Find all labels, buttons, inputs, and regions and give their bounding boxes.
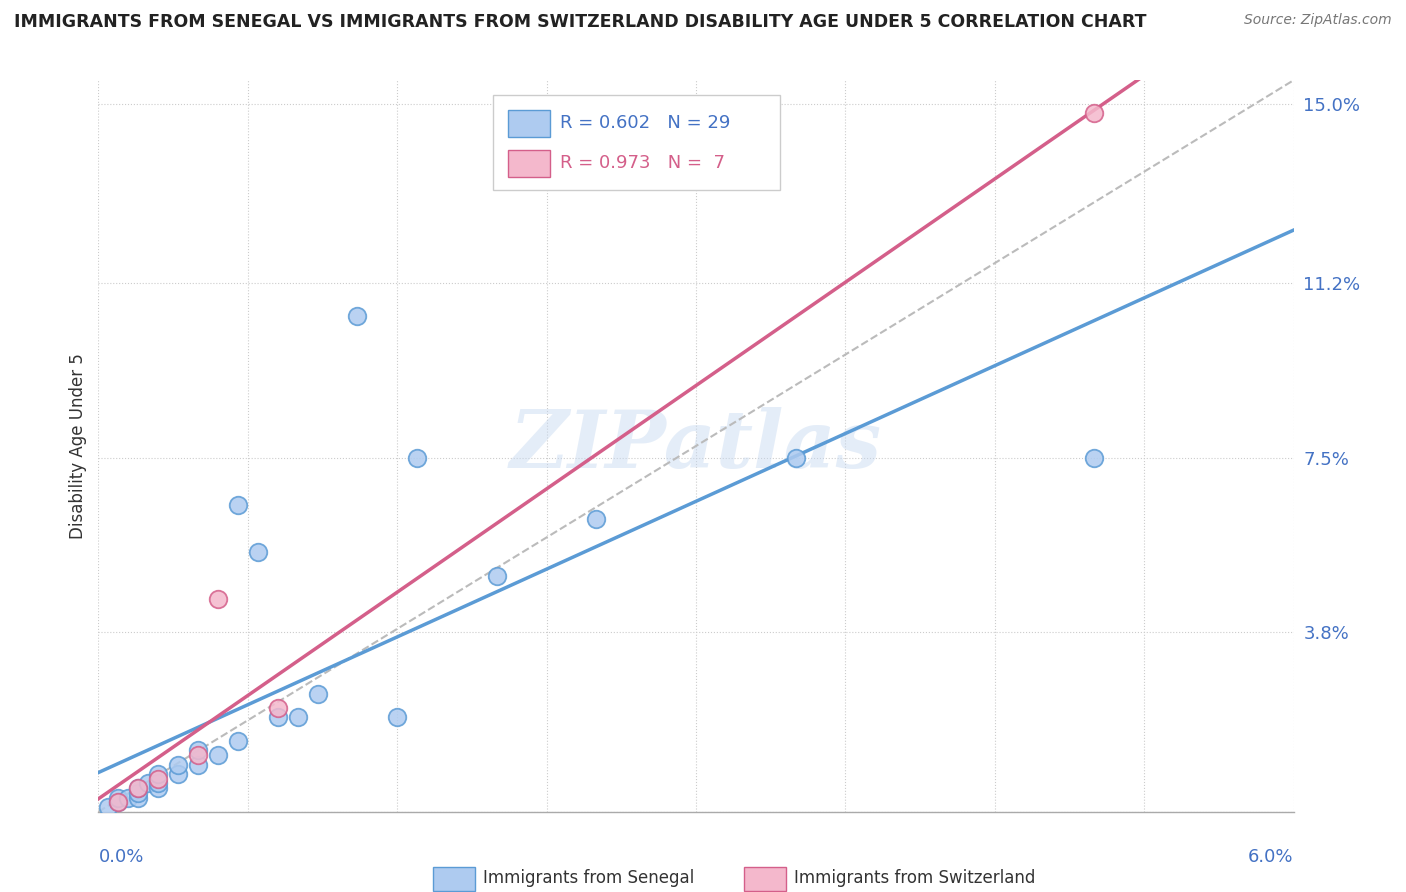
Point (267, 701, 290, 715)
Bar (509, 150, 550, 177)
Point (107, 790, 129, 805)
Text: Immigrants from Senegal: Immigrants from Senegal (484, 869, 695, 887)
Point (127, 781, 149, 796)
Point (127, 786, 149, 800)
Point (246, 545, 269, 559)
Point (406, 450, 429, 465)
Point (226, 734, 249, 748)
Point (485, 568, 508, 582)
Text: R = 0.973   N =  7: R = 0.973 N = 7 (560, 154, 724, 172)
Point (107, 795, 129, 809)
Point (187, 748, 209, 763)
Point (148, 776, 170, 790)
Point (287, 710, 309, 724)
Point (307, 687, 329, 701)
Text: 6.0%: 6.0% (1249, 848, 1294, 866)
Point (148, 772, 170, 786)
Bar (744, 867, 786, 891)
Point (1083, 450, 1105, 465)
Point (207, 592, 229, 607)
Point (267, 710, 290, 724)
Text: ZIPatlas: ZIPatlas (510, 408, 882, 484)
Point (187, 743, 209, 757)
Point (117, 790, 139, 805)
FancyBboxPatch shape (494, 95, 779, 190)
Point (187, 757, 209, 772)
Point (785, 450, 807, 465)
Point (127, 790, 149, 805)
Point (136, 776, 159, 790)
Text: R = 0.602   N = 29: R = 0.602 N = 29 (560, 114, 730, 132)
Bar (509, 111, 550, 136)
Point (1083, 106, 1105, 120)
Point (585, 512, 607, 526)
Bar (433, 867, 475, 891)
Point (207, 748, 229, 763)
Text: Source: ZipAtlas.com: Source: ZipAtlas.com (1244, 13, 1392, 28)
Point (385, 710, 409, 724)
Text: Immigrants from Switzerland: Immigrants from Switzerland (794, 869, 1035, 887)
Y-axis label: Disability Age Under 5: Disability Age Under 5 (69, 353, 87, 539)
Point (167, 757, 190, 772)
Point (107, 795, 129, 809)
Text: IMMIGRANTS FROM SENEGAL VS IMMIGRANTS FROM SWITZERLAND DISABILITY AGE UNDER 5 CO: IMMIGRANTS FROM SENEGAL VS IMMIGRANTS FR… (14, 13, 1146, 31)
Point (97, 800, 120, 814)
Point (148, 781, 170, 796)
Point (346, 310, 368, 324)
Point (167, 767, 190, 781)
Point (127, 781, 149, 796)
Point (226, 498, 249, 512)
Point (148, 767, 170, 781)
Text: 0.0%: 0.0% (98, 848, 143, 866)
